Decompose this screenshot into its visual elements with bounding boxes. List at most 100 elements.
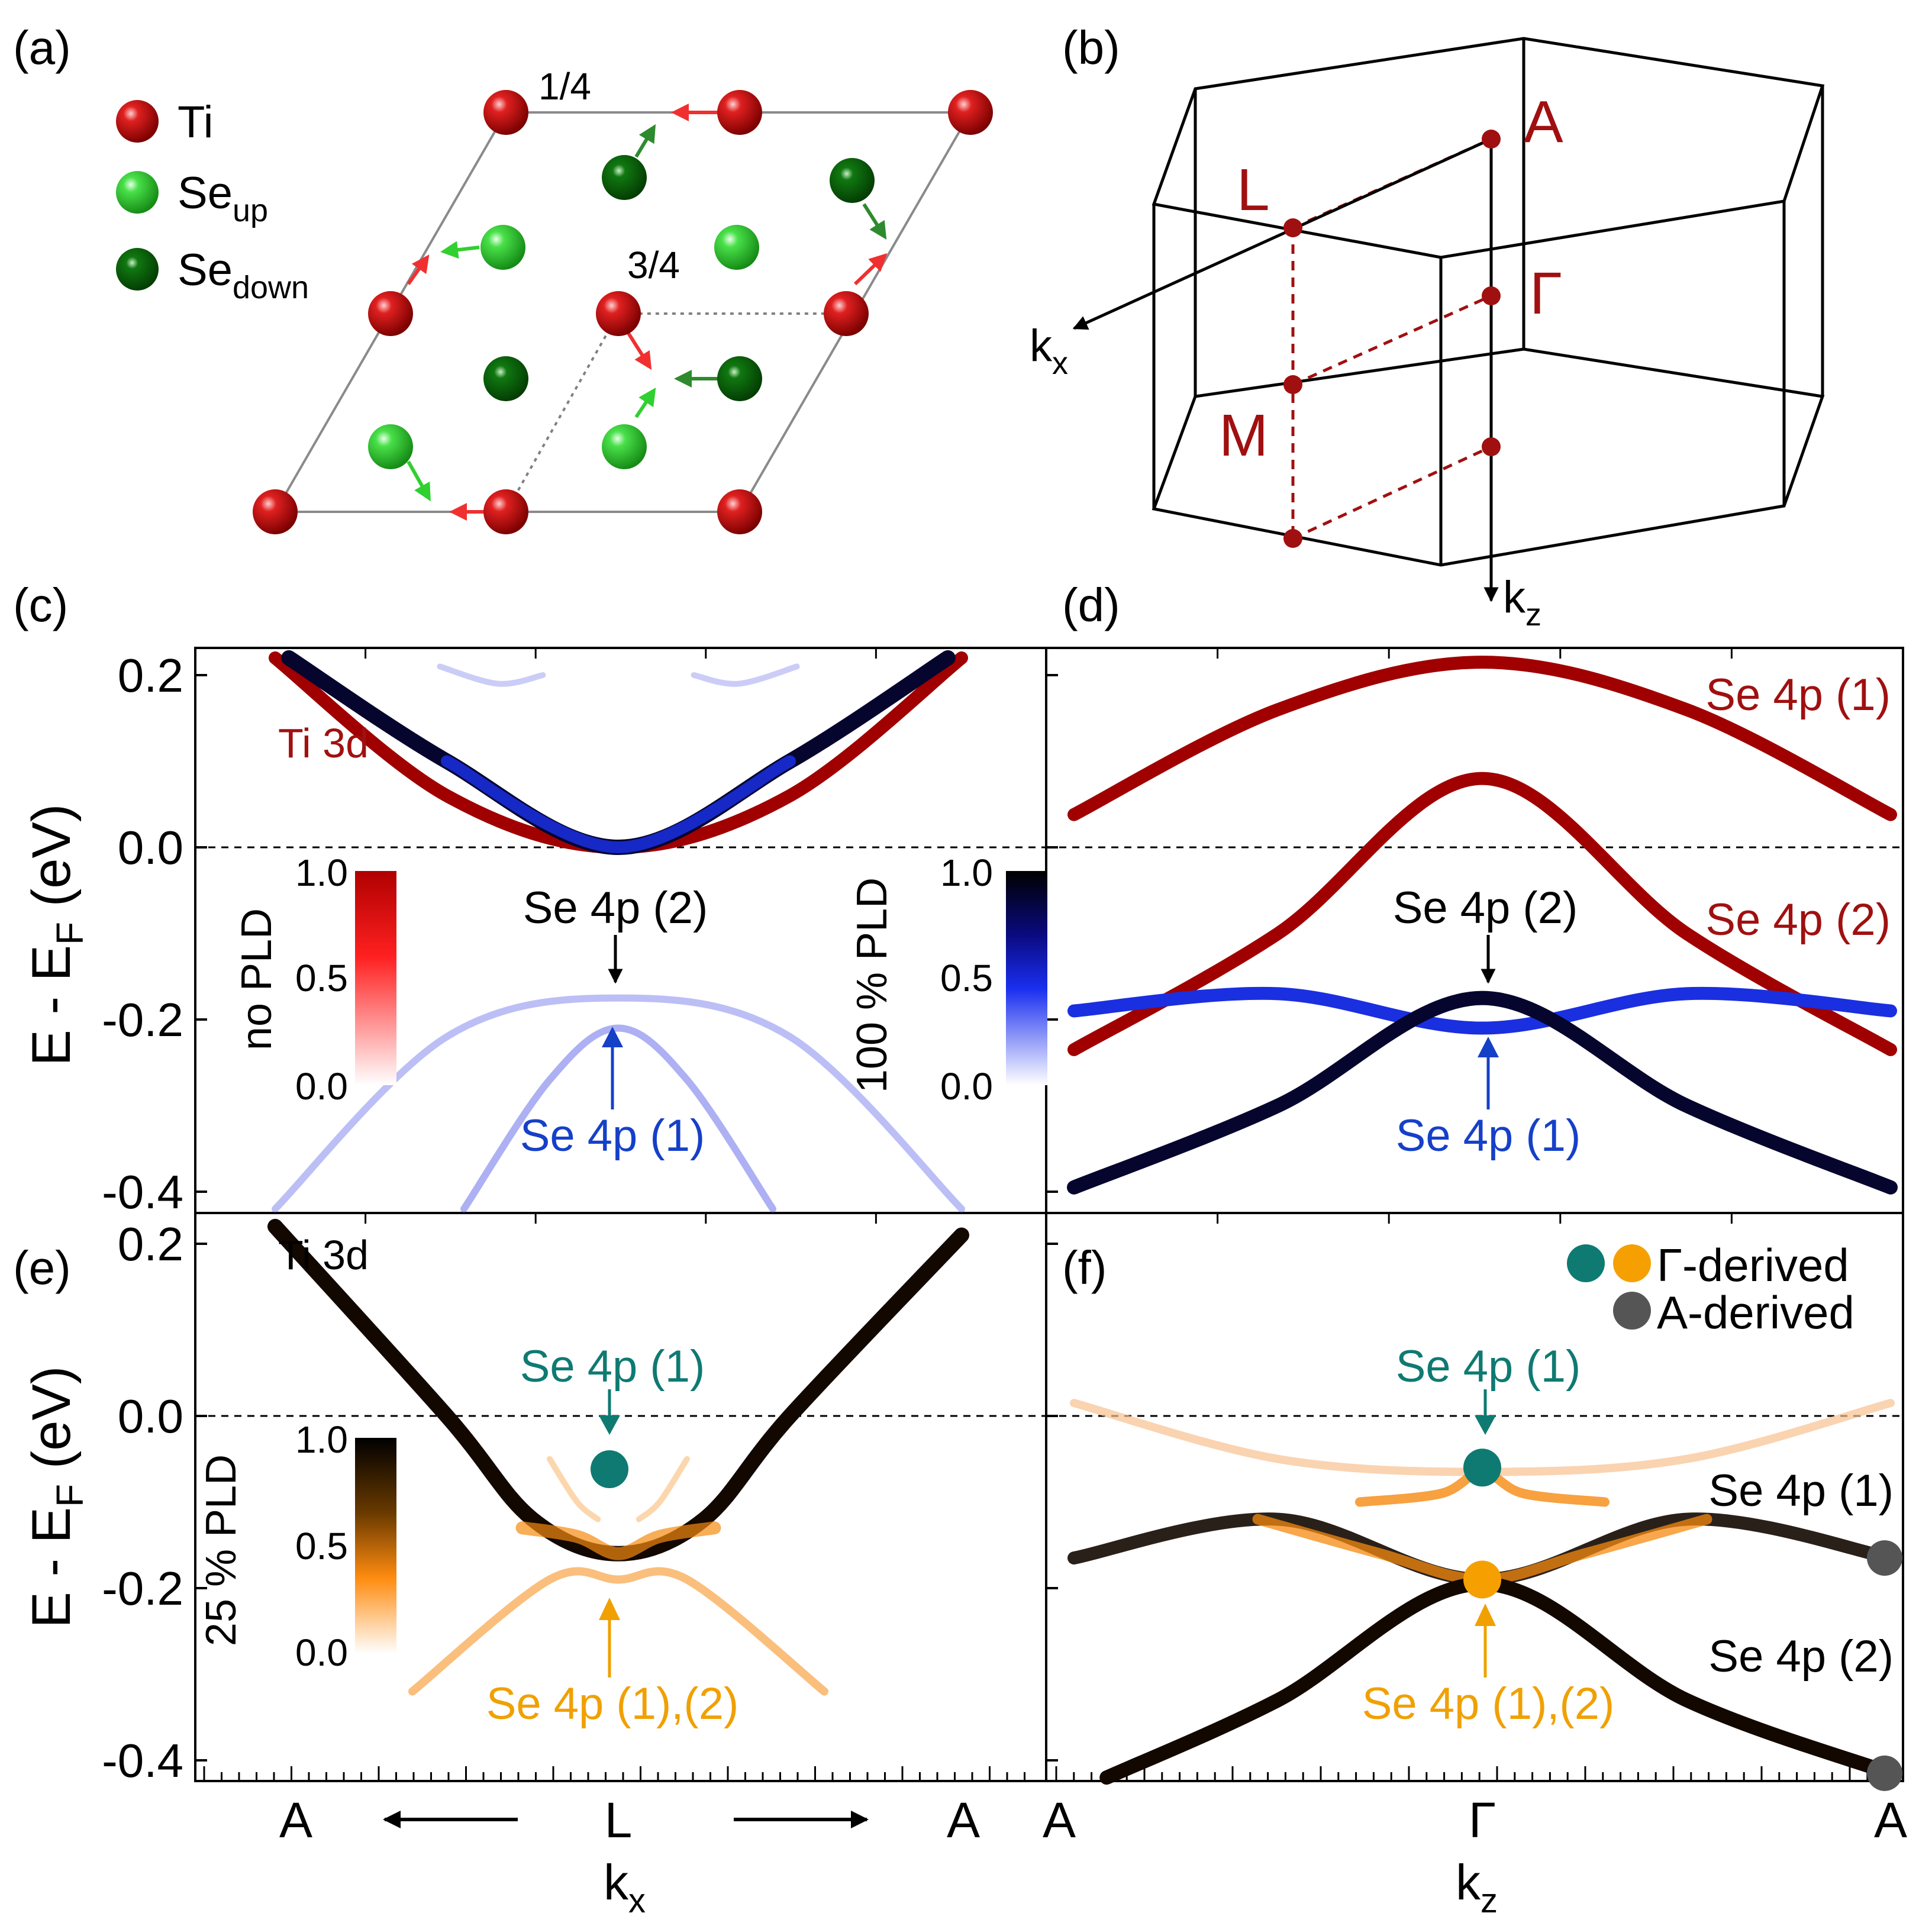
y-tick-label: 0.0 — [118, 821, 183, 874]
ti-legend-icon — [116, 100, 159, 143]
legend-a-label: A-derived — [1657, 1286, 1854, 1338]
kx-tick-a-left: A — [279, 1792, 312, 1848]
se-down-legend-icon — [116, 248, 159, 291]
x-ticks — [203, 648, 1886, 1781]
se-down-atom — [483, 356, 528, 401]
panel-e-se12-arrowhead — [599, 1598, 620, 1620]
cb-tick: 1.0 — [295, 1418, 348, 1461]
kz-axis-title: kz — [1456, 1854, 1498, 1920]
band-d-se2-full-pld — [1067, 991, 1898, 1195]
y-tick-label: 0.2 — [118, 649, 183, 702]
kx-tick-l: L — [605, 1792, 633, 1848]
kz-tick-a-right: A — [1874, 1792, 1907, 1848]
band-e-se1-ghost — [547, 1456, 601, 1522]
ti-atom — [824, 291, 869, 336]
panel-d-se2-red-label: Se 4p (2) — [1705, 895, 1891, 945]
panel-label-a: (a) — [13, 21, 71, 74]
panel-f-se12-orange-label: Se 4p (1),(2) — [1362, 1679, 1615, 1729]
band-markers — [1463, 1448, 1902, 1791]
band-e-se1-ghost — [636, 1456, 690, 1522]
colorbar-full-pld-gradient — [1006, 871, 1047, 1085]
band-c-ti3d-no-pld — [269, 651, 968, 854]
layer-label-three-quarter: 3/4 — [627, 244, 680, 286]
kz-tick-a-left: A — [1043, 1792, 1076, 1848]
kx-axis-title: kx — [604, 1854, 646, 1920]
ylabel-upper: E - EF (eV) — [21, 804, 91, 1066]
y-tick-label: -0.4 — [102, 1166, 183, 1218]
ti-atom — [483, 90, 528, 135]
panel-label-b: (b) — [1062, 21, 1120, 74]
bz-points — [1283, 130, 1501, 548]
panel-d-se1-arrowhead — [1478, 1037, 1499, 1057]
se-up-atom — [714, 225, 759, 270]
marker-a-se1 — [1867, 1540, 1902, 1576]
se-up-legend-label: Seup — [178, 168, 268, 228]
panel-f-se1-teal-label: Se 4p (1) — [1396, 1341, 1581, 1392]
band-c-ti3d-full-pld-blue — [441, 755, 796, 854]
colorbar-no-pld-gradient — [355, 871, 396, 1085]
bz-point-a — [1482, 130, 1501, 149]
se-up-displacement-arrow — [634, 388, 656, 418]
band-c-upper-ghost — [437, 663, 546, 687]
bz-point-gamma — [1482, 286, 1501, 305]
panel-b-brillouin-zone — [1072, 37, 1825, 602]
y-tick-label: -0.2 — [102, 1562, 183, 1615]
colorbar-25-pld: 25 % PLD 1.0 0.5 0.0 — [198, 1418, 396, 1674]
legend-gamma-teal-dot — [1567, 1244, 1605, 1282]
band-d-se1-no-pld — [1067, 656, 1897, 821]
ti-atom — [948, 90, 993, 135]
bz-point-bottom — [1283, 529, 1302, 548]
panel-c-se2-label: Se 4p (2) — [523, 883, 708, 933]
bz-path-segment — [1292, 294, 1492, 386]
ti-atom — [483, 489, 528, 534]
ti-displacement-arrow — [853, 253, 888, 286]
colorbar-25-pld-gradient — [355, 1438, 396, 1654]
y-tick-label: -0.4 — [102, 1734, 183, 1787]
panel-c-se1-label: Se 4p (1) — [520, 1111, 705, 1161]
band-c-se2-folded — [272, 994, 965, 1213]
se-up-displacement-arrow — [407, 460, 431, 502]
cb-tick: 0.5 — [295, 957, 348, 999]
panel-f-se1-arrowhead — [1475, 1415, 1496, 1435]
y-tick-label: 0.2 — [118, 1218, 183, 1270]
ti-atom — [717, 489, 762, 534]
cb-tick: 0.0 — [295, 1065, 348, 1108]
panel-label-c: (c) — [13, 579, 68, 631]
panel-e-se1-arrowhead — [599, 1415, 620, 1435]
se-down-displacement-arrow — [862, 203, 887, 240]
panel-e-ti3d-label: Ti 3d — [278, 1232, 369, 1278]
band-e-se12 — [408, 1567, 828, 1696]
panel-f-se2-right-label: Se 4p (2) — [1708, 1631, 1894, 1682]
band-d-se2-no-pld — [1067, 772, 1897, 1056]
ti-atom — [368, 291, 413, 336]
band-c-se1-folded — [460, 1024, 776, 1213]
cb-tick: 0.0 — [940, 1065, 993, 1108]
panel-d-se2-black-label: Se 4p (2) — [1393, 883, 1578, 933]
ti-displacement-arrow — [625, 330, 652, 370]
panel-a-legend: Ti Seup Sedown — [116, 97, 309, 305]
bz-point-bottom — [1482, 437, 1501, 456]
plot-frames — [194, 647, 1904, 1782]
atoms — [253, 90, 993, 534]
se-down-atom — [717, 356, 762, 401]
band-e-ti3d-orange — [515, 1521, 721, 1560]
panel-d-se1-blue-label: Se 4p (1) — [1396, 1111, 1581, 1161]
colorbar-no-pld: no PLD 1.0 0.5 0.0 — [233, 851, 396, 1108]
se-up-atom — [602, 424, 647, 469]
colorbar-no-pld-title: no PLD — [233, 908, 280, 1050]
cb-tick: 1.0 — [940, 851, 993, 894]
se-up-displacement-arrow — [440, 241, 480, 259]
bz-point-m — [1283, 375, 1302, 394]
band-c-upper-ghost — [691, 663, 800, 687]
band-curves — [267, 650, 1898, 1785]
ti-atom — [596, 291, 641, 336]
panel-label-e: (e) — [13, 1241, 71, 1294]
se-up-atom — [368, 424, 413, 469]
cb-tick: 0.5 — [940, 957, 993, 999]
kz-tick-gamma: Γ — [1469, 1792, 1496, 1848]
kz-axis-label: kz — [1503, 572, 1541, 633]
colorbar-full-pld-title: 100 % PLD — [849, 877, 896, 1093]
se-up-atom — [480, 225, 525, 270]
ylabel-lower: E - EF (eV) — [21, 1366, 91, 1628]
y-tick-label: 0.0 — [118, 1390, 183, 1443]
